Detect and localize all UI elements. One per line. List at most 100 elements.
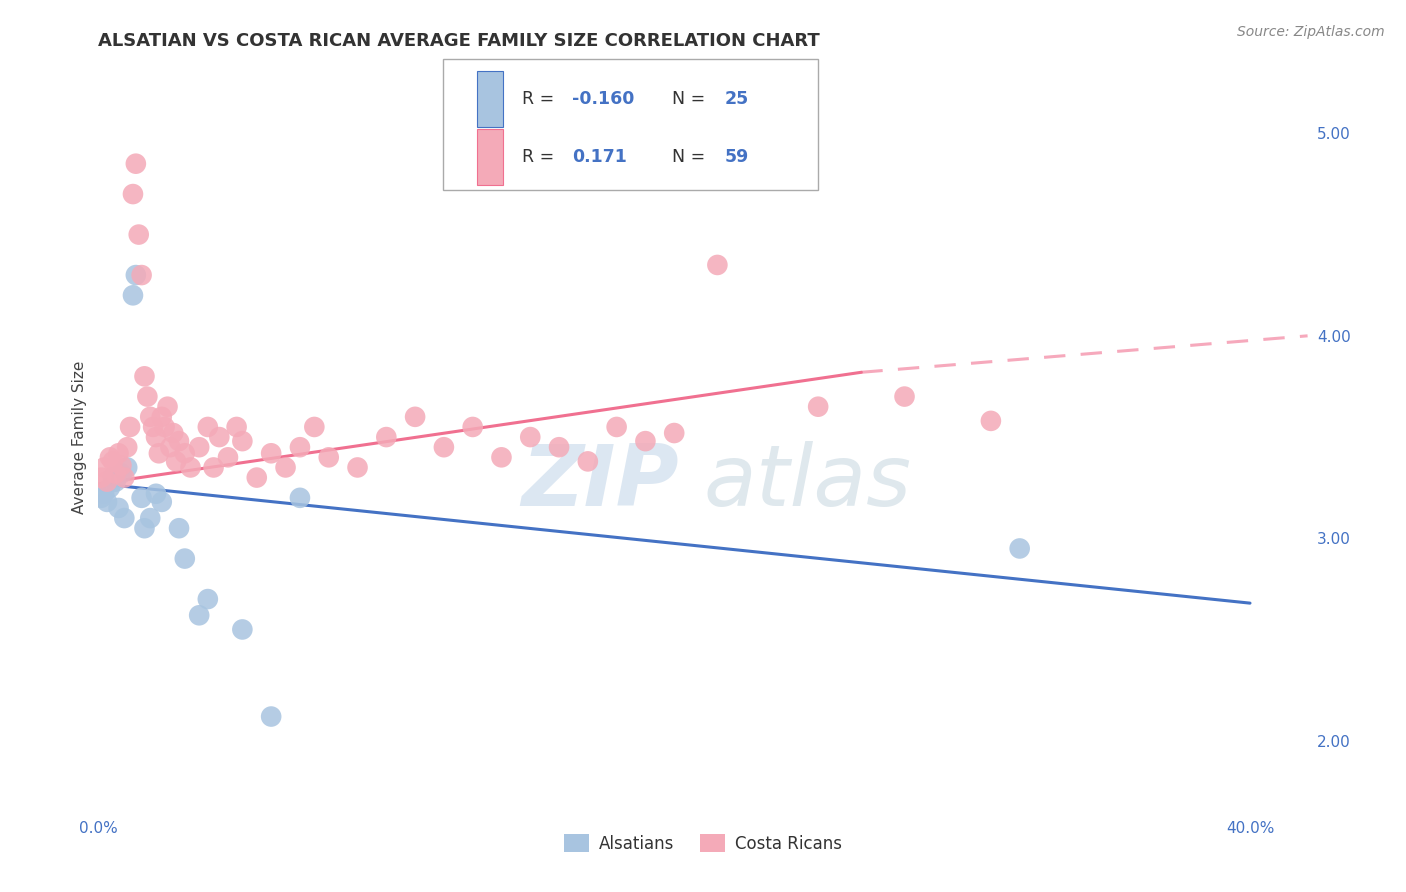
Point [980,414,1002,428]
Text: atlas: atlas [703,441,911,524]
Text: ALSATIAN VS COSTA RICAN AVERAGE FAMILY SIZE CORRELATION CHART: ALSATIAN VS COSTA RICAN AVERAGE FAMILY S… [98,32,820,50]
Text: 25: 25 [724,90,749,108]
Point [274,460,297,475]
Point [217,450,239,465]
Point [173,446,195,460]
Point [288,491,311,505]
Point [134,369,156,384]
Point [165,454,187,468]
Text: N =: N = [661,90,710,108]
Point [188,608,211,623]
Point [128,227,150,242]
Point [159,440,181,454]
Point [96,495,118,509]
Point [156,400,179,414]
Point [173,551,195,566]
Point [98,481,121,495]
Point [107,446,129,460]
Text: N =: N = [661,148,710,166]
Point [115,460,138,475]
Point [318,450,340,465]
Point [153,420,176,434]
Point [202,460,225,475]
Point [188,440,211,454]
Point [107,500,129,515]
Point [125,268,148,282]
Point [260,446,283,460]
Point [664,425,686,440]
Point [180,460,202,475]
Point [167,521,190,535]
Text: R =: R = [522,148,565,166]
Point [162,425,184,440]
Point [145,430,167,444]
Point [136,390,159,404]
Point [491,450,513,465]
Point [461,420,484,434]
Text: -0.160: -0.160 [572,90,634,108]
Text: ZIP: ZIP [522,441,679,524]
Point [433,440,456,454]
Point [125,157,148,171]
Point [246,470,269,484]
Point [120,420,142,434]
Point [131,268,153,282]
Point [131,491,153,505]
FancyBboxPatch shape [477,128,503,185]
Point [231,623,253,637]
Point [519,430,541,444]
Point [197,420,219,434]
Point [150,409,173,424]
Point [634,434,657,449]
Point [142,420,165,434]
FancyBboxPatch shape [477,70,503,127]
Text: R =: R = [522,90,560,108]
Point [346,460,368,475]
Point [90,491,112,505]
Point [110,467,132,481]
Point [606,420,628,434]
Point [167,434,190,449]
Point [288,440,311,454]
Point [101,470,124,484]
Point [122,187,145,202]
Point [148,446,170,460]
Point [115,440,138,454]
Point [93,487,115,501]
Point [98,450,121,465]
Point [576,454,599,468]
Point [260,709,283,723]
Point [101,454,124,468]
Point [145,487,167,501]
Point [197,592,219,607]
Point [208,430,231,444]
Point [150,495,173,509]
Text: Source: ZipAtlas.com: Source: ZipAtlas.com [1237,25,1385,39]
Y-axis label: Average Family Size: Average Family Size [72,360,87,514]
Point [807,400,830,414]
Point [110,458,132,473]
Text: 59: 59 [724,148,749,166]
Point [231,434,253,449]
Point [134,521,156,535]
FancyBboxPatch shape [443,59,818,190]
Point [112,511,135,525]
Point [893,390,915,404]
Point [90,470,112,484]
Point [112,470,135,484]
Point [548,440,571,454]
Point [104,475,127,489]
Point [304,420,326,434]
Point [96,475,118,489]
Point [404,409,426,424]
Legend: Alsatians, Costa Ricans: Alsatians, Costa Ricans [558,828,848,860]
Text: 0.171: 0.171 [572,148,627,166]
Point [706,258,728,272]
Point [104,467,127,481]
Point [93,460,115,475]
Point [375,430,398,444]
Point [122,288,145,302]
Point [139,511,162,525]
Point [225,420,247,434]
Point [139,409,162,424]
